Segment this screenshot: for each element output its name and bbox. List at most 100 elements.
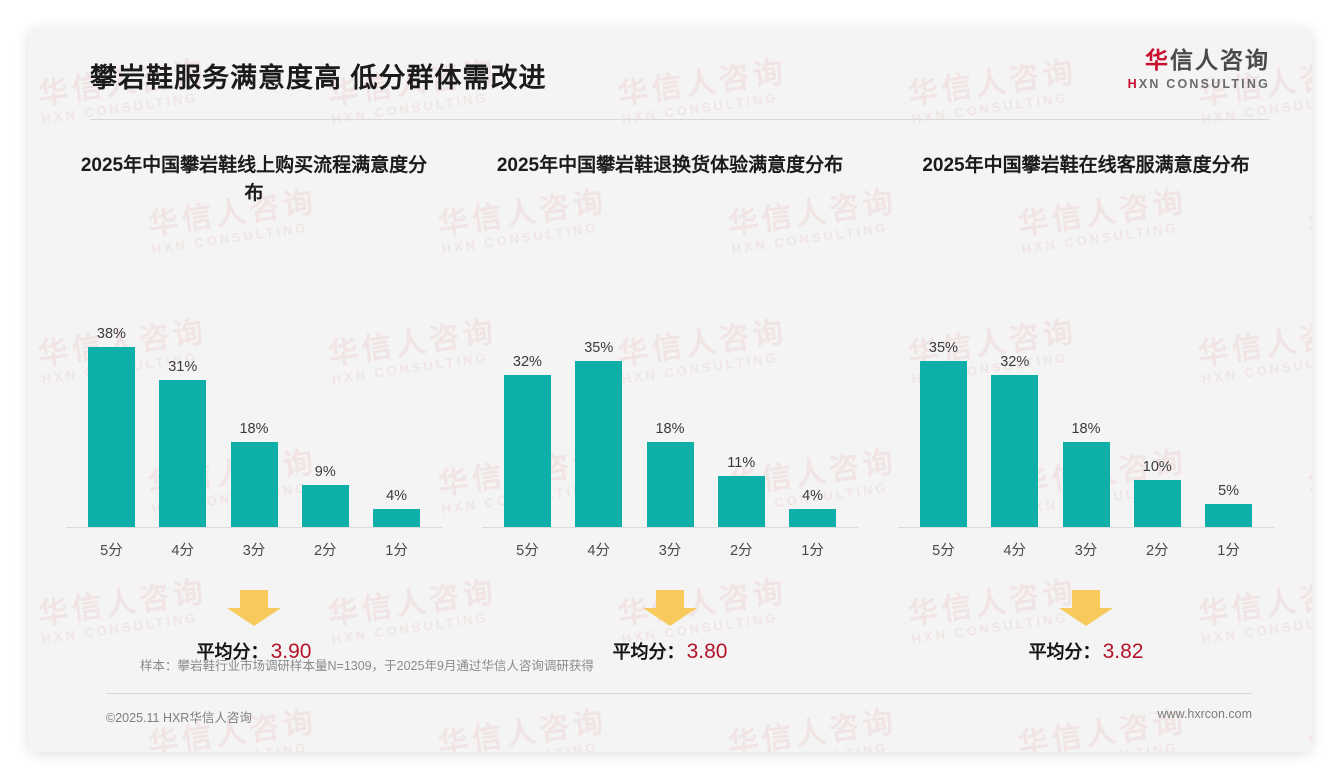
bar-slot[interactable]: 10% bbox=[1124, 318, 1191, 528]
bar[interactable] bbox=[1133, 480, 1181, 528]
bar-slot[interactable]: 18% bbox=[221, 318, 288, 528]
bar[interactable] bbox=[1205, 504, 1253, 528]
watermark-en: HXN CONSULTING bbox=[1021, 738, 1191, 752]
average-score-value: 3.80 bbox=[686, 640, 728, 663]
bar-chart-plot: 32% 35% 18% 11% 4% 5分 4分 3分 2分 1分 bbox=[472, 268, 868, 559]
average-score-label: 平均分： bbox=[1028, 642, 1101, 662]
bar-slot[interactable]: 5% bbox=[1195, 318, 1262, 528]
bar-value-label: 5% bbox=[1218, 483, 1240, 500]
x-axis-ticks: 5分 4分 3分 2分 1分 bbox=[494, 539, 846, 560]
bar-slot[interactable]: 35% bbox=[565, 318, 632, 528]
logo-cn-red-char: 华 bbox=[1145, 47, 1170, 73]
bar[interactable] bbox=[991, 375, 1039, 528]
bar-slot[interactable]: 11% bbox=[708, 318, 775, 528]
bar-slot[interactable]: 31% bbox=[149, 318, 216, 528]
watermark-cn: 华信人咨询 bbox=[1306, 185, 1312, 242]
x-axis-ticks: 5分 4分 3分 2分 1分 bbox=[910, 539, 1262, 560]
watermark-en: HXN CONSULTING bbox=[1311, 218, 1312, 257]
x-axis-tick-label: 1分 bbox=[801, 543, 824, 559]
average-score-text: 平均分：3.80 bbox=[472, 638, 868, 664]
watermark-cn: 华信人咨询 bbox=[1306, 445, 1312, 502]
x-axis-tick-label: 4分 bbox=[171, 543, 194, 559]
bar-slot[interactable]: 9% bbox=[292, 318, 359, 528]
bar-value-label: 32% bbox=[1000, 354, 1030, 371]
bar-value-label: 11% bbox=[727, 454, 756, 471]
logo-en-rest: XN CONSULTING bbox=[1138, 76, 1270, 91]
bar[interactable] bbox=[919, 360, 967, 528]
average-score-block: 平均分：3.80 bbox=[472, 590, 868, 664]
x-axis-tick-label: 5分 bbox=[516, 543, 539, 559]
x-axis-tick-label: 5分 bbox=[100, 543, 123, 559]
bar-slot[interactable]: 32% bbox=[981, 318, 1048, 528]
average-score-label: 平均分： bbox=[612, 642, 685, 662]
down-arrow-icon bbox=[227, 590, 281, 626]
logo-cn-rest: 信人咨询 bbox=[1170, 47, 1270, 73]
bar[interactable] bbox=[373, 508, 421, 528]
down-arrow-icon bbox=[643, 590, 697, 626]
bar[interactable] bbox=[646, 442, 694, 528]
arrow-head bbox=[227, 608, 281, 626]
bar-value-label: 38% bbox=[96, 325, 126, 342]
average-score-label: 平均分： bbox=[196, 642, 269, 662]
page-title: 攀岩鞋服务满意度高 低分群体需改进 bbox=[90, 63, 547, 93]
arrow-head bbox=[1059, 608, 1113, 626]
bar[interactable] bbox=[230, 442, 278, 528]
x-axis-line bbox=[482, 527, 858, 528]
bar-value-label: 18% bbox=[1071, 421, 1101, 438]
watermark-cn: 华信人咨询 bbox=[1306, 705, 1312, 752]
bar-value-label: 18% bbox=[239, 421, 269, 438]
bar[interactable] bbox=[503, 375, 551, 528]
chart-column: 2025年中国攀岩鞋线上购买流程满意度分布 38% 31% 18% 9% 4% 5分 4分 3分… bbox=[46, 152, 462, 664]
bar-series: 35% 32% 18% 10% 5% bbox=[910, 318, 1262, 528]
bar[interactable] bbox=[159, 380, 207, 528]
chart-title: 2025年中国攀岩鞋在线客服满意度分布 bbox=[922, 155, 1250, 176]
bar-slot[interactable]: 38% bbox=[78, 318, 145, 528]
bar[interactable] bbox=[1062, 442, 1110, 528]
average-score-value: 3.90 bbox=[270, 640, 312, 663]
bar[interactable] bbox=[789, 508, 837, 528]
watermark-en: HXN CONSULTING bbox=[151, 738, 321, 752]
x-axis-line bbox=[66, 527, 442, 528]
average-score-block: 平均分：3.90 bbox=[56, 590, 452, 664]
x-axis-tick-label: 5分 bbox=[932, 543, 955, 559]
bar-slot[interactable]: 32% bbox=[494, 318, 561, 528]
x-axis-tick-label: 2分 bbox=[313, 543, 337, 559]
chart-column: 2025年中国攀岩鞋在线客服满意度分布 35% 32% 18% 10% 5% 5分 4分 3分 2… bbox=[878, 152, 1294, 664]
chart-title: 2025年中国攀岩鞋退换货体验满意度分布 bbox=[496, 155, 844, 176]
bar-slot[interactable]: 18% bbox=[637, 318, 704, 528]
slide-card: 华信人咨询 HXN CONSULTING 华信人咨询 HXN CONSULTING 华信… bbox=[28, 28, 1312, 752]
footer-website: www.hxrcon.com bbox=[1157, 707, 1252, 721]
footer-copyright: ©2025.11 HXR华信人咨询 bbox=[106, 711, 252, 725]
footer-divider bbox=[106, 693, 1252, 694]
chart-title: 2025年中国攀岩鞋线上购买流程满意度分布 bbox=[80, 155, 428, 204]
average-score-value: 3.82 bbox=[1102, 640, 1144, 663]
bar-slot[interactable]: 35% bbox=[910, 318, 977, 528]
x-axis-tick-label: 1分 bbox=[1217, 543, 1240, 559]
bar-value-label: 35% bbox=[584, 339, 614, 356]
bar-value-label: 32% bbox=[512, 354, 542, 371]
arrow-shaft bbox=[1072, 590, 1100, 609]
arrow-shaft bbox=[656, 590, 684, 609]
brand-logo: 华信人咨询 HXN CONSULTING bbox=[1128, 46, 1270, 91]
bar[interactable] bbox=[301, 485, 349, 528]
bar-slot[interactable]: 4% bbox=[363, 318, 430, 528]
bar-slot[interactable]: 4% bbox=[779, 318, 846, 528]
average-score-block: 平均分：3.82 bbox=[888, 590, 1284, 664]
x-axis-tick-label: 4分 bbox=[1003, 543, 1026, 559]
x-axis-tick-label: 3分 bbox=[1074, 543, 1098, 559]
logo-chinese-text: 华信人咨询 bbox=[1128, 46, 1270, 75]
x-axis-tick-label: 3分 bbox=[658, 543, 682, 559]
bar[interactable] bbox=[575, 360, 623, 528]
watermark-en: HXN CONSULTING bbox=[1311, 738, 1312, 752]
bar-slot[interactable]: 18% bbox=[1053, 318, 1120, 528]
bar-value-label: 31% bbox=[168, 359, 198, 376]
bar[interactable] bbox=[87, 346, 135, 528]
bar[interactable] bbox=[717, 475, 765, 528]
slide-footer: ©2025.11 HXR华信人咨询 www.hxrcon.com bbox=[106, 707, 1252, 726]
down-arrow-icon bbox=[1059, 590, 1113, 626]
x-axis-tick-label: 2分 bbox=[729, 543, 753, 559]
watermark-en: HXN CONSULTING bbox=[731, 738, 901, 752]
x-axis-tick-label: 3分 bbox=[242, 543, 266, 559]
